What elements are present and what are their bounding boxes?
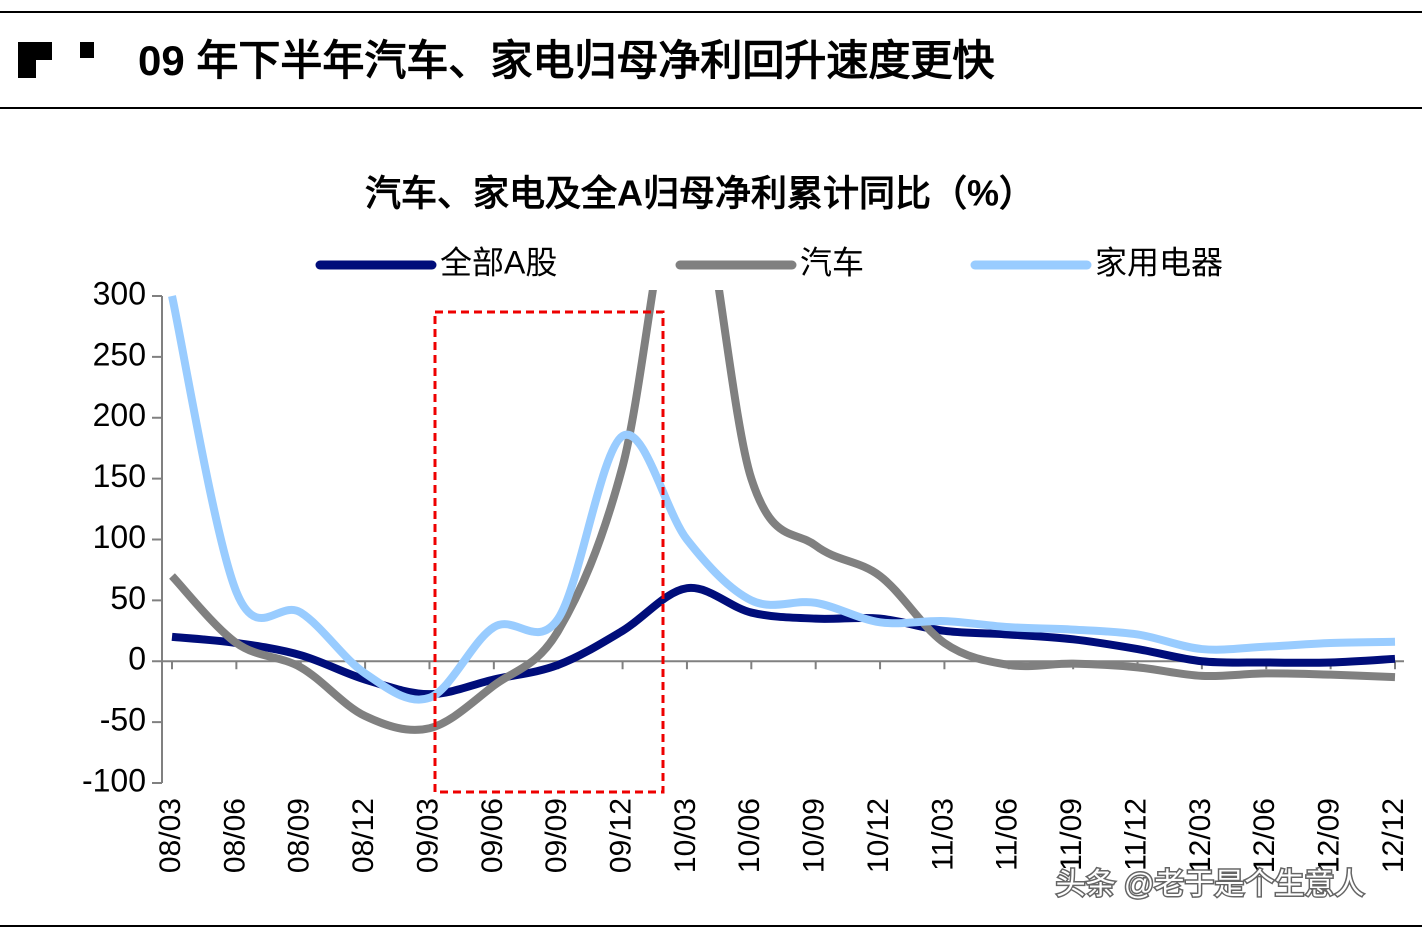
x-tick-label: 09/12 [605,798,638,873]
plot-area [168,290,1396,734]
logo [80,42,94,58]
x-tick-label: 08/06 [218,798,251,873]
watermark: 头条 @老于是个生意人 [1056,868,1365,901]
legend-label: 全部A股 [440,244,557,280]
y-tick-label: 250 [93,336,146,372]
series-line [168,295,1396,704]
x-tick-label: 10/06 [733,798,766,873]
x-tick-label: 12/03 [1184,798,1217,873]
x-tick-label: 12/06 [1248,798,1281,873]
y-tick-label: 100 [93,519,146,555]
chart-title: 汽车、家电及全A归母净利累计同比（%） [365,173,1035,214]
x-tick-label: 08/09 [283,798,316,873]
x-tick-label: 10/12 [862,798,895,873]
x-tick-label: 09/09 [540,798,573,873]
y-tick-label: -50 [100,702,146,738]
header-title: 09 年下半年汽车、家电归母净利回升速度更快 [138,37,995,84]
x-tick-label: 12/09 [1313,798,1346,873]
x-tick-label: 08/12 [347,798,380,873]
y-tick-label: 0 [128,641,146,677]
x-tick-label: 10/09 [798,798,831,873]
y-tick-label: -100 [82,762,146,798]
x-tick-label: 11/09 [1055,798,1088,871]
series-line [169,290,1396,734]
logo [36,60,52,78]
x-tick-label: 08/03 [154,798,187,873]
x-tick-label: 12/12 [1377,798,1410,873]
x-tick-label: 09/06 [476,798,509,873]
y-tick-label: 300 [93,275,146,311]
legend-label: 汽车 [800,244,864,280]
x-tick-label: 11/12 [1119,798,1152,871]
highlight-box [433,310,665,794]
x-tick-label: 11/03 [926,798,959,871]
y-tick-label: 200 [93,397,146,433]
x-tick-label: 11/06 [991,798,1024,871]
x-tick-label: 09/03 [411,798,444,873]
y-tick-label: 150 [93,458,146,494]
y-tick-label: 50 [110,580,146,616]
x-tick-label: 10/03 [669,798,702,873]
legend-label: 家用电器 [1095,244,1223,280]
